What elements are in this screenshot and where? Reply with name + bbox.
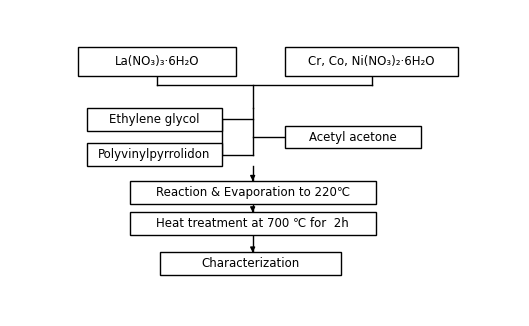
Text: Cr, Co, Ni(NO₃)₂·6H₂O: Cr, Co, Ni(NO₃)₂·6H₂O [308,54,435,67]
Text: Acetyl acetone: Acetyl acetone [309,130,397,143]
Text: Characterization: Characterization [202,257,300,270]
FancyBboxPatch shape [87,143,222,166]
FancyBboxPatch shape [286,126,421,148]
Text: Polyvinylpyrrolidon: Polyvinylpyrrolidon [98,148,211,161]
Text: La(NO₃)₃·6H₂O: La(NO₃)₃·6H₂O [115,54,199,67]
Text: Ethylene glycol: Ethylene glycol [109,113,199,126]
FancyBboxPatch shape [78,47,236,76]
FancyBboxPatch shape [130,212,376,235]
FancyBboxPatch shape [160,252,341,275]
Text: Reaction & Evaporation to 220℃: Reaction & Evaporation to 220℃ [156,186,350,199]
FancyBboxPatch shape [130,181,376,203]
FancyBboxPatch shape [87,108,222,131]
Text: Heat treatment at 700 ℃ for  2h: Heat treatment at 700 ℃ for 2h [156,217,349,230]
FancyBboxPatch shape [286,47,458,76]
